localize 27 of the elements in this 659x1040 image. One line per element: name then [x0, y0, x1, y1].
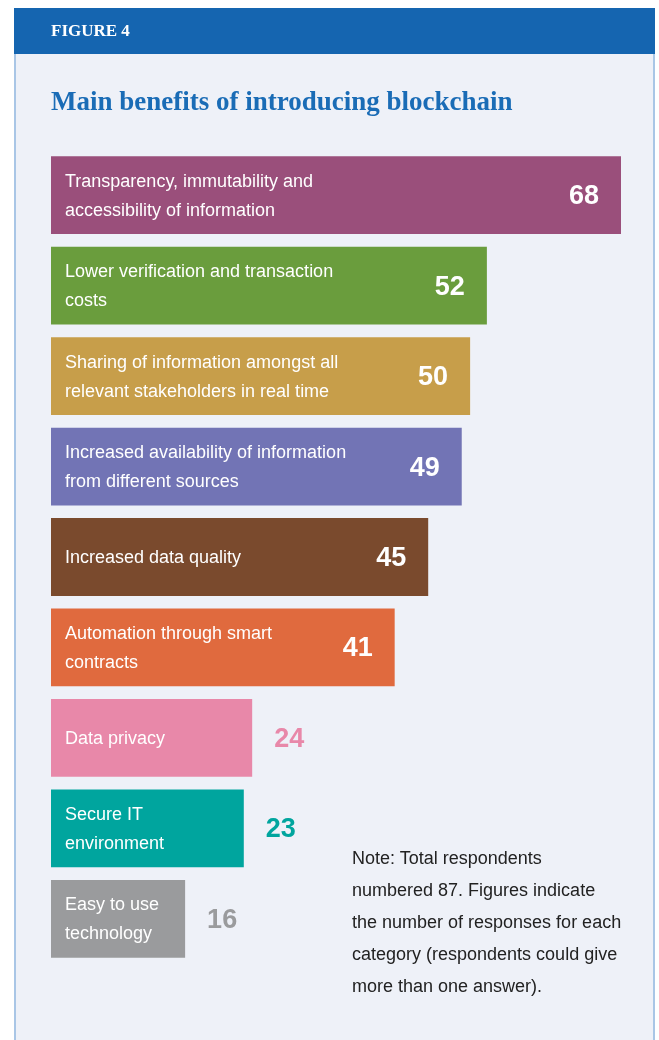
y-tick-label: Automation through smart contracts [65, 622, 278, 672]
y-tick-label: Data privacy [65, 727, 166, 748]
y-tick-label: Lower verification and transaction costs [65, 261, 339, 311]
y-tick-label: Secure IT environment [65, 803, 165, 853]
caption: FIGURE 4 [14, 8, 655, 54]
chart-title: Main benefits of introducing blockchain [51, 86, 513, 117]
data-label: 68 [568, 180, 599, 211]
y-tick-label: Increased data quality [65, 547, 242, 567]
data-label: 45 [376, 542, 407, 572]
bar [51, 699, 253, 777]
data-label: 52 [434, 270, 465, 301]
data-label: 49 [409, 451, 440, 482]
data-label: 50 [418, 361, 449, 392]
bar [51, 156, 621, 235]
bar [51, 608, 395, 687]
y-tick-label: Sharing of information amongst all relevant stakeholders in real time [65, 351, 344, 401]
data-label: 41 [342, 632, 373, 663]
data-label: 16 [207, 903, 238, 934]
data-label: 24 [274, 722, 305, 753]
bar [51, 518, 429, 596]
data-label: 23 [265, 813, 296, 844]
y-tick-label: Easy to use technology [65, 894, 165, 944]
bar [51, 246, 487, 325]
bar [51, 789, 244, 868]
annotation: Note: Total respondents numbered 87. Figures indicate the number of responses for each category (respondents could give more than one answer). [352, 847, 622, 998]
y-tick-label: Transparency, immutability and accessibility of information [65, 170, 319, 220]
y-tick-label: Increased availability of information from different sources [65, 442, 352, 492]
